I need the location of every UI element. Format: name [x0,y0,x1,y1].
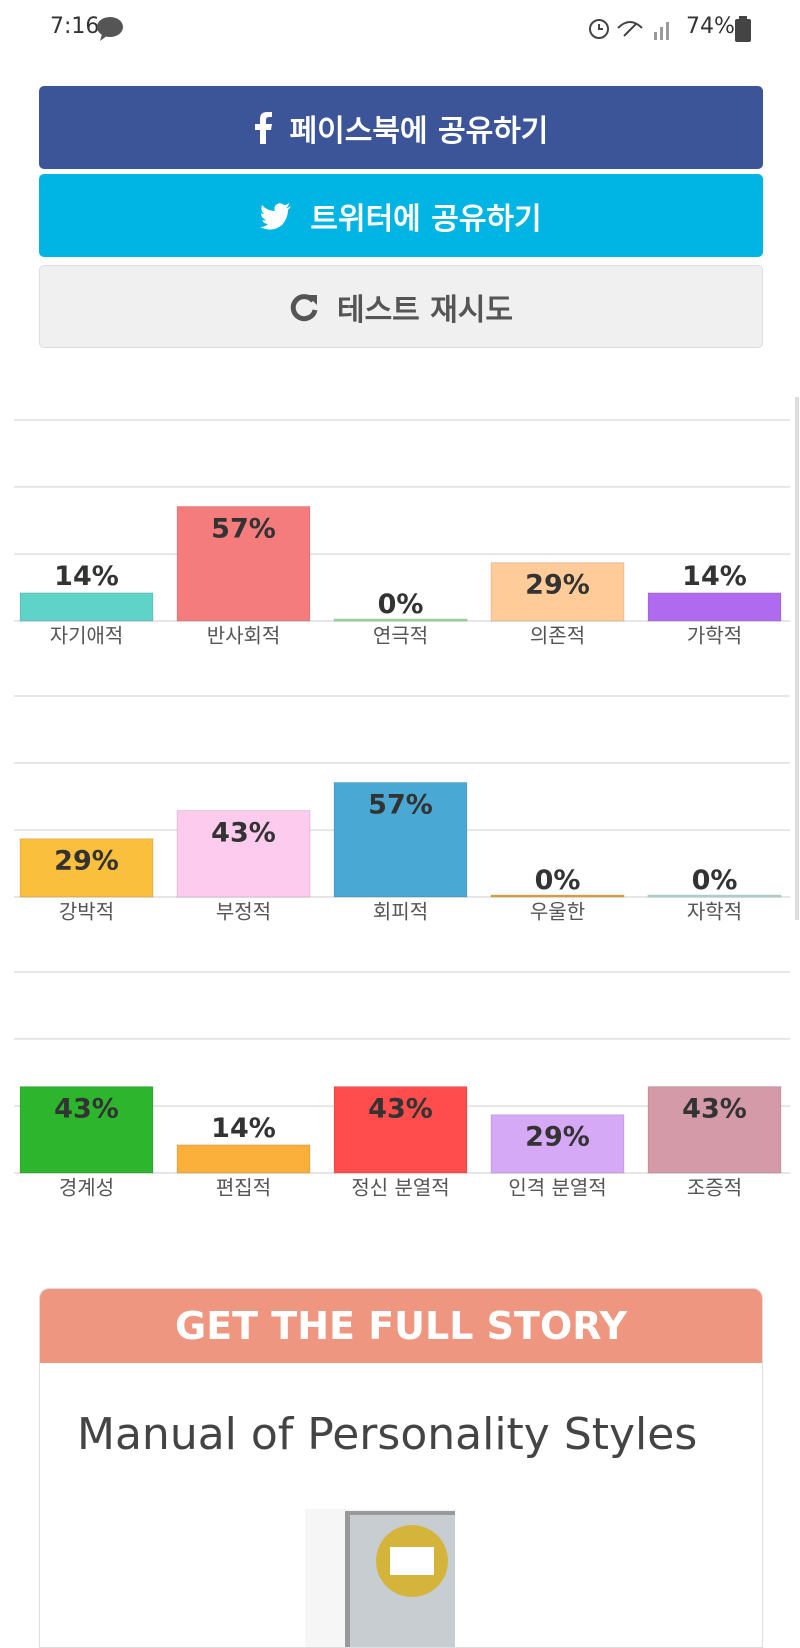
category-label: 가학적 [687,624,742,648]
facebook-icon [254,111,272,144]
book-image [305,1509,455,1647]
category-label: 자기애적 [50,624,124,648]
bar [647,894,782,898]
bar [490,894,625,898]
category-label: 부정적 [216,900,271,924]
twitter-icon [260,202,292,230]
value-label: 0% [378,589,424,620]
scrollbar [795,397,799,920]
value-label: 0% [692,865,738,896]
bar [176,810,311,898]
category-label: 조증적 [687,1176,742,1200]
category-label: 회피적 [373,900,428,924]
value-label: 43% [211,818,276,849]
bar [333,618,468,622]
talk-icon [97,17,123,41]
bar [19,838,154,898]
twitter-label: 트위터에 공유하기 [310,201,542,237]
category-label: 연극적 [373,624,428,648]
status-time: 7:16 [50,14,100,39]
value-label: 29% [525,570,590,601]
facebook-label: 페이스북에 공유하기 [289,113,549,149]
twitter-button[interactable]: 트위터에 공유하기 [39,174,763,257]
category-label: 강박적 [59,900,114,924]
status-icons [589,19,669,40]
category-label: 편집적 [216,1176,271,1200]
category-label: 반사회적 [207,624,281,648]
bar [333,781,468,898]
value-label: 14% [54,561,119,592]
value-label: 0% [535,865,581,896]
bar [19,592,154,622]
value-label: 14% [682,561,747,592]
promo-card: GET THE FULL STORY Manual of Personality… [39,1288,763,1648]
category-label: 정신 분열적 [351,1176,449,1200]
battery-icon [735,16,751,42]
retry-icon [290,293,318,321]
bar [176,505,311,622]
retry-button[interactable]: 테스트 재시도 [39,265,763,348]
bar [19,1086,154,1174]
bar [647,1086,782,1174]
bar [490,1114,625,1174]
retry-label: 테스트 재시도 [336,292,514,328]
value-label: 43% [368,1094,433,1125]
bar [647,592,782,622]
facebook-button[interactable]: 페이스북에 공유하기 [39,86,763,169]
category-label: 우울한 [530,900,585,924]
value-label: 29% [54,846,119,877]
status-battery: 74% [686,14,735,39]
promo-header: GET THE FULL STORY [40,1289,762,1363]
value-label: 14% [211,1113,276,1144]
bar [333,1086,468,1174]
value-label: 43% [682,1094,747,1125]
value-label: 29% [525,1122,590,1153]
category-label: 자학적 [687,900,742,924]
value-label: 57% [211,513,276,544]
bar [176,1144,311,1174]
category-label: 의존적 [530,624,585,648]
value-label: 43% [54,1094,119,1125]
bar [490,562,625,622]
category-label: 인격 분열적 [508,1176,606,1200]
charts: 14% 자기애적 57% 반사회적 0% 연극적 29% 의존적 14% 가학적 29% 강박적 43%… [14,419,790,1200]
value-label: 57% [368,789,433,820]
promo-title: Manual of Personality Styles [77,1409,698,1460]
category-label: 경계성 [59,1176,114,1200]
